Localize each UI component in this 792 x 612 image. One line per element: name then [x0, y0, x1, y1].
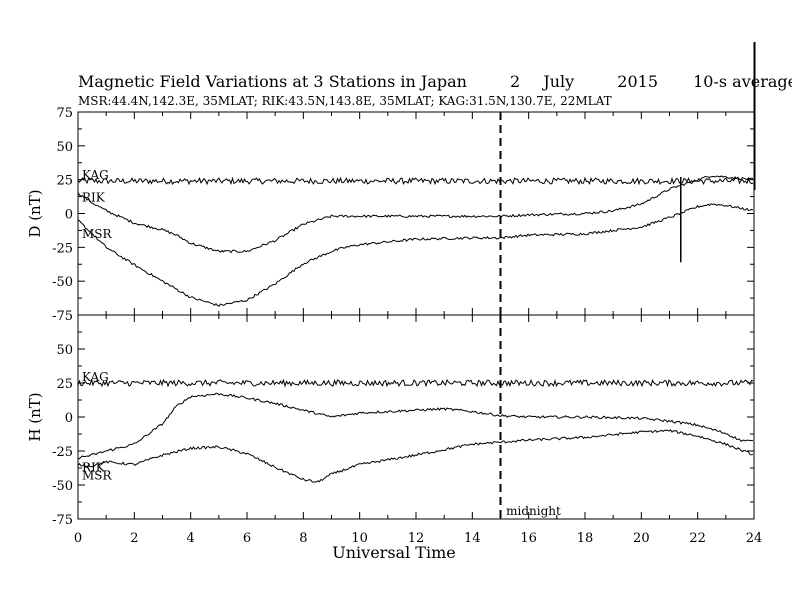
- y-axis-label: D (nT): [26, 189, 44, 237]
- y-tick-label: -75: [52, 309, 73, 324]
- title-month: July: [543, 72, 575, 91]
- x-tick-label: 16: [520, 531, 537, 546]
- series-line-D-MSR: [77, 203, 754, 307]
- y-tick-label: -25: [52, 241, 73, 256]
- y-tick-label: 0: [65, 411, 73, 426]
- y-tick-label: -50: [52, 479, 73, 494]
- x-tick-label: 2: [130, 531, 138, 546]
- series-label-KAG: KAG: [82, 370, 109, 384]
- y-axis-label: H (nT): [26, 392, 44, 441]
- y-tick-label: -50: [52, 275, 73, 290]
- y-tick-label: -25: [52, 445, 73, 460]
- series-line-H-MSR: [77, 428, 754, 483]
- chart-title: Magnetic Field Variations at 3 Stations …: [78, 72, 792, 91]
- x-tick-label: 4: [187, 531, 195, 546]
- title-year: 2015: [617, 72, 659, 91]
- x-tick-label: 24: [746, 531, 763, 546]
- series-line-D-RIK: [77, 175, 754, 254]
- series-label-KAG: KAG: [82, 168, 109, 182]
- midnight-label: midnight: [506, 504, 561, 518]
- y-tick-label: 0: [65, 208, 73, 223]
- x-tick-label: 6: [243, 531, 251, 546]
- series-label-MSR: MSR: [82, 468, 113, 482]
- y-tick-label: 25: [56, 377, 73, 392]
- x-tick-label: 20: [633, 531, 650, 546]
- y-tick-label: -75: [52, 513, 73, 528]
- station-info: MSR:44.4N,142.3E, 35MLAT; RIK:43.5N,143.…: [78, 94, 612, 108]
- panel-frame-H: [77, 314, 755, 520]
- x-tick-label: 22: [689, 531, 706, 546]
- series-line-H-RIK: [77, 392, 753, 460]
- x-tick-label: 12: [408, 531, 425, 546]
- x-tick-label: 0: [74, 531, 82, 546]
- x-tick-label: 14: [464, 531, 481, 546]
- series-line-D-KAG: [77, 176, 754, 186]
- x-axis-label: Universal Time: [332, 543, 455, 562]
- y-tick-label: 50: [56, 343, 73, 358]
- y-tick-label: 25: [56, 174, 73, 189]
- series-line-H-KAG: [77, 378, 754, 388]
- y-tick-label: 75: [56, 106, 73, 121]
- title-day: 2: [510, 72, 521, 91]
- series-label-RIK: RIK: [82, 190, 106, 204]
- x-tick-label: 10: [351, 531, 368, 546]
- x-tick-label: 18: [577, 531, 594, 546]
- title-main: Magnetic Field Variations at 3 Stations …: [78, 72, 467, 91]
- series-label-MSR: MSR: [82, 227, 113, 241]
- y-tick-label: 50: [56, 140, 73, 155]
- x-tick-label: 8: [299, 531, 307, 546]
- title-avg: 10-s averages: [693, 72, 792, 91]
- panel-frame-D: [77, 111, 755, 316]
